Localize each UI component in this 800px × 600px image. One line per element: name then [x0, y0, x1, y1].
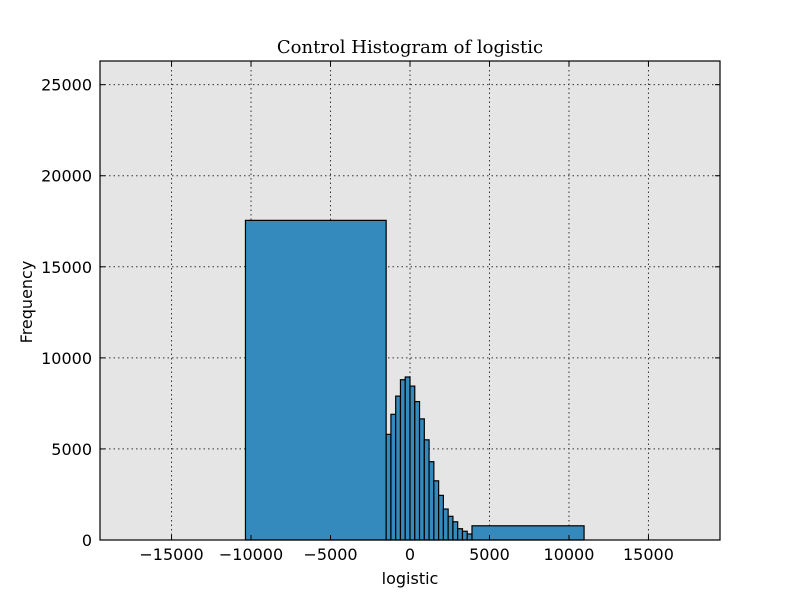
histogram-bar	[452, 521, 459, 541]
x-tick-label: 10000	[544, 545, 595, 564]
histogram-bar	[471, 525, 585, 541]
y-tick-label: 5000	[51, 440, 92, 459]
histogram-bar	[466, 533, 473, 541]
histogram-bar	[461, 530, 468, 541]
histogram-bar	[428, 461, 435, 541]
histogram-bar	[433, 480, 440, 541]
x-tick-label: −10000	[219, 545, 283, 564]
y-tick-label: 20000	[41, 167, 92, 186]
histogram-bar	[438, 494, 444, 541]
y-tick-label: 0	[82, 531, 92, 550]
histogram-bar	[414, 400, 421, 541]
y-axis-label: Frequency	[17, 261, 36, 344]
x-tick-label: 0	[405, 545, 415, 564]
y-tick-label: 15000	[41, 258, 92, 277]
chart-title: Control Histogram of logistic	[277, 37, 543, 58]
histogram-bar	[409, 385, 416, 541]
y-tick-label: 25000	[41, 76, 92, 95]
ticks: −15000 −10000 −5000 0 5000 10000 15000 0 5000 100…	[41, 61, 720, 564]
histogram-bar	[244, 219, 387, 541]
histogram-bar	[423, 439, 430, 541]
x-tick-label: 15000	[623, 545, 674, 564]
histogram-bar	[447, 515, 454, 541]
histogram-bar	[385, 433, 392, 541]
histogram-bar	[404, 376, 411, 541]
histogram-bar	[442, 508, 449, 541]
x-tick-label: −15000	[139, 545, 203, 564]
x-tick-label: 5000	[469, 545, 510, 564]
histogram-bar	[457, 528, 464, 541]
x-axis-label: logistic	[382, 569, 439, 588]
x-tick-label: −5000	[303, 545, 357, 564]
histogram-bar	[390, 413, 397, 541]
y-tick-label: 10000	[41, 349, 92, 368]
histogram-bar	[418, 418, 425, 541]
histogram-bar	[399, 379, 406, 541]
histogram-bar	[395, 395, 402, 541]
